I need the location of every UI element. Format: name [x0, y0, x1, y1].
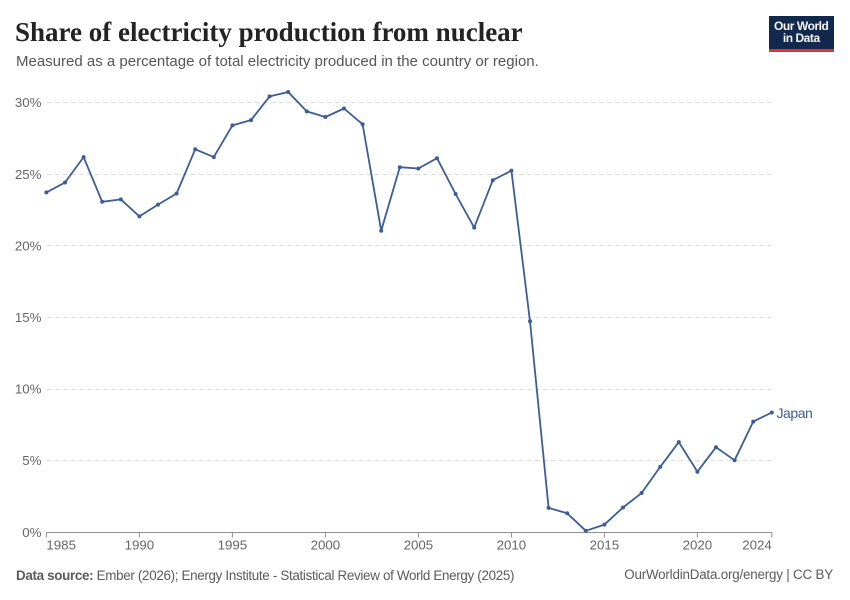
- svg-text:30%: 30%: [15, 95, 42, 110]
- svg-text:1995: 1995: [218, 538, 248, 553]
- svg-text:2005: 2005: [404, 538, 434, 553]
- svg-text:5%: 5%: [22, 453, 41, 468]
- svg-text:1985: 1985: [46, 538, 76, 553]
- svg-text:0%: 0%: [22, 525, 41, 540]
- svg-text:Japan: Japan: [777, 405, 813, 421]
- svg-text:2020: 2020: [683, 538, 713, 553]
- svg-text:2024: 2024: [742, 538, 772, 553]
- svg-text:10%: 10%: [15, 382, 42, 397]
- svg-text:15%: 15%: [15, 310, 42, 325]
- svg-text:1990: 1990: [125, 538, 155, 553]
- svg-text:20%: 20%: [15, 238, 42, 253]
- svg-text:25%: 25%: [15, 167, 42, 182]
- svg-text:2015: 2015: [590, 538, 620, 553]
- svg-text:2000: 2000: [311, 538, 341, 553]
- svg-text:2010: 2010: [497, 538, 527, 553]
